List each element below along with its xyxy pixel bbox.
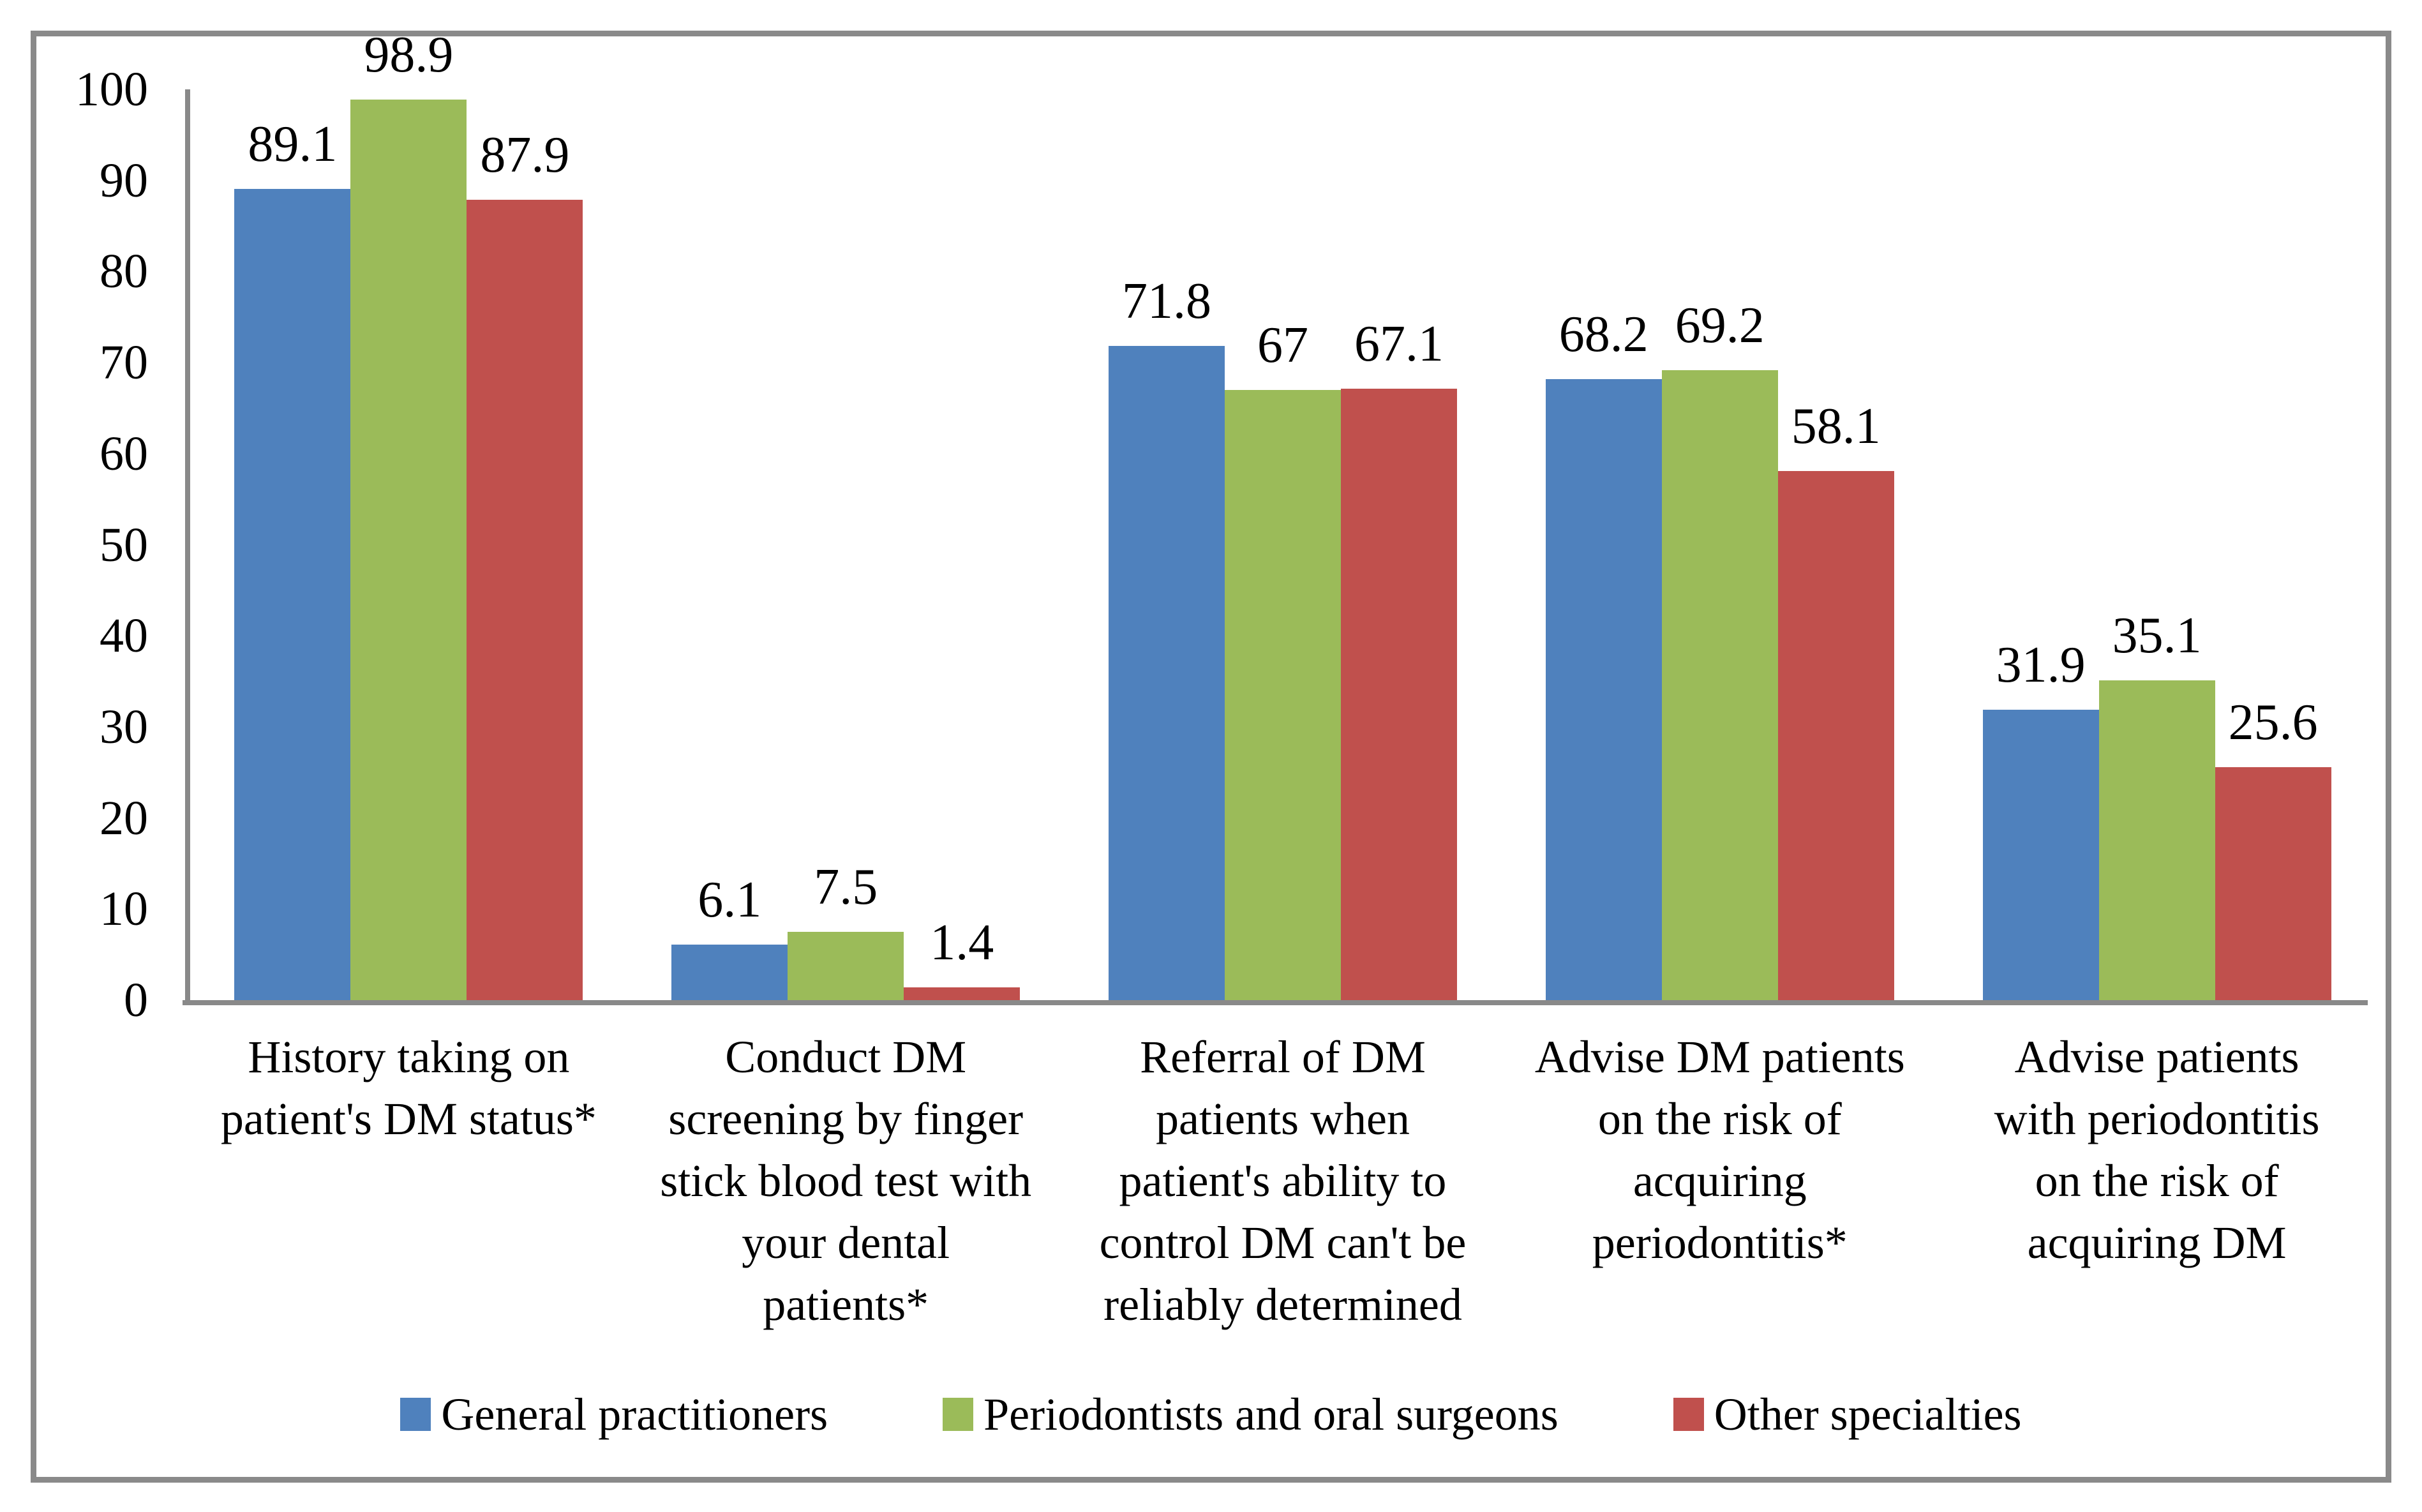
category-axis-label: Conduct DM screening by finger stick blood… bbox=[615, 1026, 1077, 1336]
y-axis-tick-label: 50 bbox=[100, 518, 148, 572]
bar bbox=[904, 987, 1020, 1000]
bar-value-label: 68.2 bbox=[1559, 306, 1648, 363]
legend-label: Periodontists and oral surgeons bbox=[983, 1389, 1559, 1440]
category-label-line: on the risk of bbox=[2035, 1155, 2279, 1206]
category-axis-label: Advise DM patients on the risk of acquirin… bbox=[1488, 1026, 1951, 1274]
category-label-line: with periodontitis bbox=[1994, 1093, 2320, 1144]
bar bbox=[1661, 370, 1778, 1000]
category-label-line: control DM can't be bbox=[1099, 1217, 1467, 1268]
bar-value-label: 35.1 bbox=[2112, 608, 2202, 664]
legend-item-other-specialties: Other specialties bbox=[1673, 1389, 2022, 1440]
legend-label: General practitioners bbox=[441, 1389, 828, 1440]
legend-label: Other specialties bbox=[1714, 1389, 2022, 1440]
bar bbox=[467, 199, 583, 1000]
category-axis-label: Referral of DM patients when patient's abi… bbox=[1052, 1026, 1514, 1336]
bar bbox=[1225, 389, 1341, 1000]
bar bbox=[234, 188, 351, 1000]
category-label-line: History taking on bbox=[248, 1031, 570, 1082]
bar bbox=[2215, 767, 2331, 1000]
bar-value-label: 98.9 bbox=[364, 26, 454, 83]
bar-value-label: 1.4 bbox=[930, 915, 994, 971]
bar bbox=[671, 944, 788, 1000]
category-label-line: reliably determined bbox=[1103, 1279, 1462, 1330]
category-label-line: your dental bbox=[742, 1217, 950, 1268]
y-axis-tick-label: 90 bbox=[100, 153, 148, 207]
bar bbox=[1109, 346, 1225, 1000]
bar bbox=[1777, 470, 1894, 1000]
y-axis-tick-label: 20 bbox=[100, 791, 148, 845]
y-axis-tick-label: 80 bbox=[100, 244, 148, 299]
legend-color-swatch bbox=[1673, 1398, 1704, 1431]
y-axis-tick-label: 100 bbox=[75, 63, 148, 116]
category-label-line: stick blood test with bbox=[660, 1155, 1032, 1206]
category-label-line: acquiring bbox=[1633, 1155, 1807, 1206]
y-axis-tick-label: 70 bbox=[100, 336, 148, 390]
category-label-line: patient's DM status* bbox=[220, 1093, 597, 1144]
category-label-line: Advise patients bbox=[2014, 1031, 2299, 1082]
bar bbox=[2098, 680, 2215, 1000]
category-label-line: Referral of DM bbox=[1140, 1031, 1426, 1082]
bar-value-label: 25.6 bbox=[2228, 694, 2318, 751]
legend: General practitioners Periodontists and o… bbox=[0, 1389, 2422, 1440]
category-label-line: patients when bbox=[1156, 1093, 1410, 1144]
category-label-line: patients* bbox=[763, 1279, 929, 1330]
y-axis-tick-label: 60 bbox=[100, 426, 148, 481]
category-label-line: acquiring DM bbox=[2027, 1217, 2287, 1268]
legend-item-periodontists-and-oral-surgeons: Periodontists and oral surgeons bbox=[943, 1389, 1559, 1440]
bar-value-label: 6.1 bbox=[698, 871, 762, 928]
category-label-line: on the risk of bbox=[1597, 1093, 1842, 1144]
bar-value-label: 7.5 bbox=[814, 858, 878, 915]
category-label-line: screening by finger bbox=[668, 1093, 1024, 1144]
category-label-line: Conduct DM bbox=[725, 1031, 967, 1082]
bar bbox=[1982, 709, 2099, 1000]
category-label-line: patient's ability to bbox=[1119, 1155, 1447, 1206]
bar bbox=[1341, 389, 1457, 1000]
bar-value-label: 67.1 bbox=[1354, 316, 1444, 373]
y-axis-tick-label: 0 bbox=[124, 973, 148, 1027]
bar-value-label: 87.9 bbox=[480, 126, 570, 183]
category-label-line: periodontitis* bbox=[1592, 1217, 1848, 1268]
bar-value-label: 67 bbox=[1257, 317, 1308, 373]
bar bbox=[788, 931, 904, 1000]
bar-value-label: 89.1 bbox=[248, 116, 338, 172]
category-axis-label: Advise patients with periodontitis on the … bbox=[1925, 1026, 2388, 1274]
bar-value-label: 71.8 bbox=[1122, 273, 1211, 330]
category-axis-label: History taking on patient's DM status* bbox=[177, 1026, 640, 1150]
y-axis-tick-label: 40 bbox=[100, 609, 148, 663]
y-axis-line bbox=[185, 89, 190, 1005]
legend-item-general-practitioners: General practitioners bbox=[400, 1389, 828, 1440]
category-label-line: Advise DM patients bbox=[1534, 1031, 1905, 1082]
y-axis-tick-label: 30 bbox=[100, 700, 148, 754]
y-axis-tick-label: 10 bbox=[100, 882, 148, 936]
x-axis-line bbox=[183, 1000, 2368, 1005]
bar-value-label: 31.9 bbox=[1996, 636, 2086, 693]
bar bbox=[350, 99, 467, 1000]
bar-value-label: 58.1 bbox=[1791, 398, 1881, 454]
bar-value-label: 69.2 bbox=[1675, 297, 1765, 354]
legend-color-swatch bbox=[943, 1398, 974, 1431]
bar bbox=[1545, 378, 1662, 1000]
legend-color-swatch bbox=[400, 1398, 431, 1431]
